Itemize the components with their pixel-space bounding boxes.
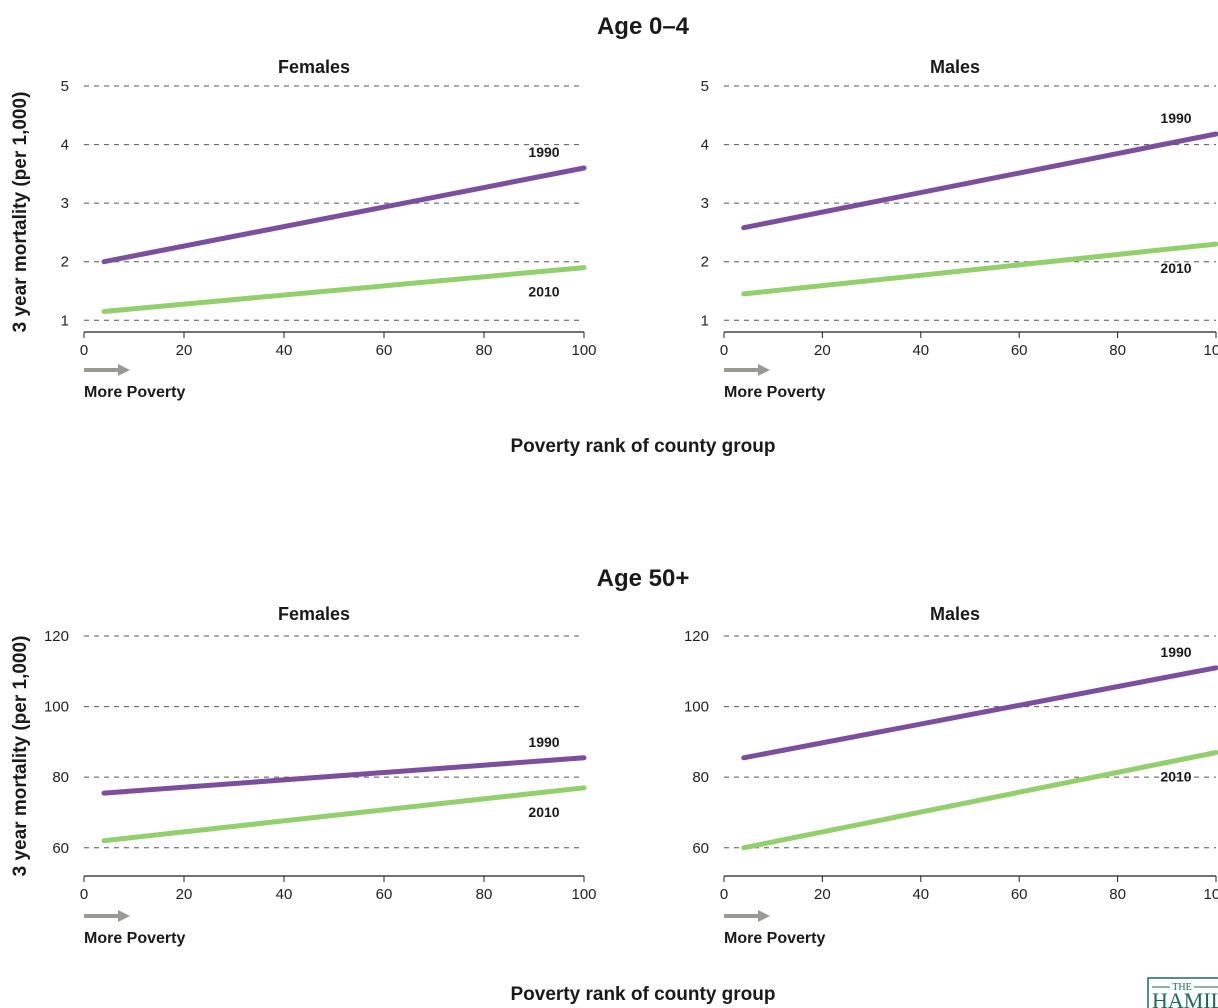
y-tick-label: 120 — [684, 628, 709, 645]
x-tick-label: 60 — [376, 886, 393, 903]
x-tick-label: 20 — [814, 886, 831, 903]
x-tick-label: 0 — [80, 886, 88, 903]
x-tick-label: 100 — [571, 342, 596, 359]
panel-males: Males 60 80 100 120 0 20 40 60 80 100 1990 2010 Mor… — [684, 604, 1218, 947]
y-tick-label: 1 — [701, 312, 709, 329]
panel-females: Females 1 2 3 4 5 0 20 40 60 80 100 1990 2010 More P… — [61, 57, 597, 401]
section-age-50-plus: Age 50+ 3 year mortality (per 1,000) Fem… — [10, 565, 1218, 1005]
series-label-2010: 2010 — [1160, 260, 1191, 276]
x-tick-label: 20 — [176, 886, 193, 903]
series-label-1990: 1990 — [528, 144, 559, 160]
x-axis-label: Poverty rank of county group — [511, 984, 776, 1005]
x-tick-label: 40 — [912, 886, 929, 903]
x-tick-label: 40 — [276, 886, 293, 903]
y-tick-label: 80 — [52, 769, 69, 786]
series-line-1990 — [741, 665, 1218, 761]
y-tick-label: 1 — [61, 312, 69, 329]
series-label-2010: 2010 — [528, 804, 559, 820]
x-tick-label: 100 — [571, 886, 596, 903]
y-tick-label: 2 — [701, 254, 709, 271]
x-tick-label: 0 — [80, 342, 88, 359]
y-tick-label: 100 — [684, 699, 709, 716]
panel-title: Females — [278, 57, 350, 77]
series-line-2010 — [741, 241, 1218, 297]
series-label-2010: 2010 — [528, 284, 559, 300]
y-tick-label: 3 — [61, 195, 69, 212]
y-tick-label: 3 — [701, 195, 709, 212]
panel-females: Females 60 80 100 120 0 20 40 60 80 100 1990 2010 M… — [44, 604, 597, 947]
x-tick-label: 0 — [720, 886, 728, 903]
more-poverty-label: More Poverty — [724, 384, 825, 401]
x-tick-label: 40 — [912, 342, 929, 359]
series-label-2010: 2010 — [1160, 768, 1191, 784]
y-tick-label: 4 — [701, 137, 709, 154]
plot-area: 60 80 100 120 0 20 40 60 80 100 1990 2010 — [44, 628, 597, 903]
x-tick-label: 100 — [1203, 886, 1218, 903]
logo-small-text: THE — [1172, 982, 1191, 993]
more-poverty-label: More Poverty — [84, 384, 185, 401]
panel-males: Males 1 2 3 4 5 0 20 40 60 80 100 1990 2010 More Pov… — [701, 57, 1218, 401]
panel-title: Females — [278, 604, 350, 624]
x-tick-label: 20 — [176, 342, 193, 359]
y-tick-label: 120 — [44, 628, 69, 645]
x-axis-label: Poverty rank of county group — [511, 436, 776, 457]
x-tick-label: 60 — [1011, 886, 1028, 903]
plot-area: 1 2 3 4 5 0 20 40 60 80 100 1990 2010 — [701, 78, 1218, 359]
y-axis-label: 3 year mortality (per 1,000) — [10, 636, 31, 877]
plot-area: 60 80 100 120 0 20 40 60 80 100 1990 2010 — [684, 628, 1218, 903]
x-tick-label: 80 — [1109, 342, 1126, 359]
series-line-2010 — [101, 265, 587, 314]
x-tick-label: 20 — [814, 342, 831, 359]
more-poverty-arrow — [724, 364, 770, 376]
y-tick-label: 80 — [692, 769, 709, 786]
y-axis-label: 3 year mortality (per 1,000) — [10, 92, 31, 333]
x-tick-label: 40 — [276, 342, 293, 359]
y-tick-label: 60 — [692, 840, 709, 857]
x-tick-label: 80 — [476, 342, 493, 359]
series-line-1990 — [101, 165, 587, 265]
x-tick-label: 80 — [1109, 886, 1126, 903]
series-line-1990 — [101, 755, 587, 796]
x-tick-label: 60 — [1011, 342, 1028, 359]
more-poverty-arrow — [84, 364, 130, 376]
panel-title: Males — [930, 604, 980, 624]
series-label-1990: 1990 — [528, 734, 559, 750]
series-line-2010 — [101, 785, 587, 844]
y-tick-label: 5 — [61, 78, 69, 95]
x-tick-label: 100 — [1203, 342, 1218, 359]
more-poverty-arrow — [84, 910, 130, 922]
more-poverty-arrow — [724, 910, 770, 922]
y-tick-label: 2 — [61, 254, 69, 271]
section-title: Age 0–4 — [597, 13, 690, 40]
series-label-1990: 1990 — [1160, 644, 1191, 660]
x-tick-label: 60 — [376, 342, 393, 359]
series-label-1990: 1990 — [1160, 110, 1191, 126]
x-tick-label: 80 — [476, 886, 493, 903]
y-tick-label: 4 — [61, 137, 69, 154]
panel-title: Males — [930, 57, 980, 77]
section-title: Age 50+ — [597, 565, 690, 592]
plot-area: 1 2 3 4 5 0 20 40 60 80 100 1990 2010 — [61, 78, 597, 359]
series-line-2010 — [741, 750, 1218, 851]
more-poverty-label: More Poverty — [724, 930, 825, 947]
y-tick-label: 60 — [52, 840, 69, 857]
logo-large-text: HAMIL — [1152, 988, 1218, 1008]
y-tick-label: 100 — [44, 699, 69, 716]
more-poverty-label: More Poverty — [84, 930, 185, 947]
series-line-1990 — [741, 131, 1218, 231]
x-tick-label: 0 — [720, 342, 728, 359]
hamilton-logo: THE HAMIL — [1147, 977, 1218, 1008]
y-tick-label: 5 — [701, 78, 709, 95]
section-age-0-4: Age 0–4 3 year mortality (per 1,000) Fem… — [10, 13, 1218, 457]
